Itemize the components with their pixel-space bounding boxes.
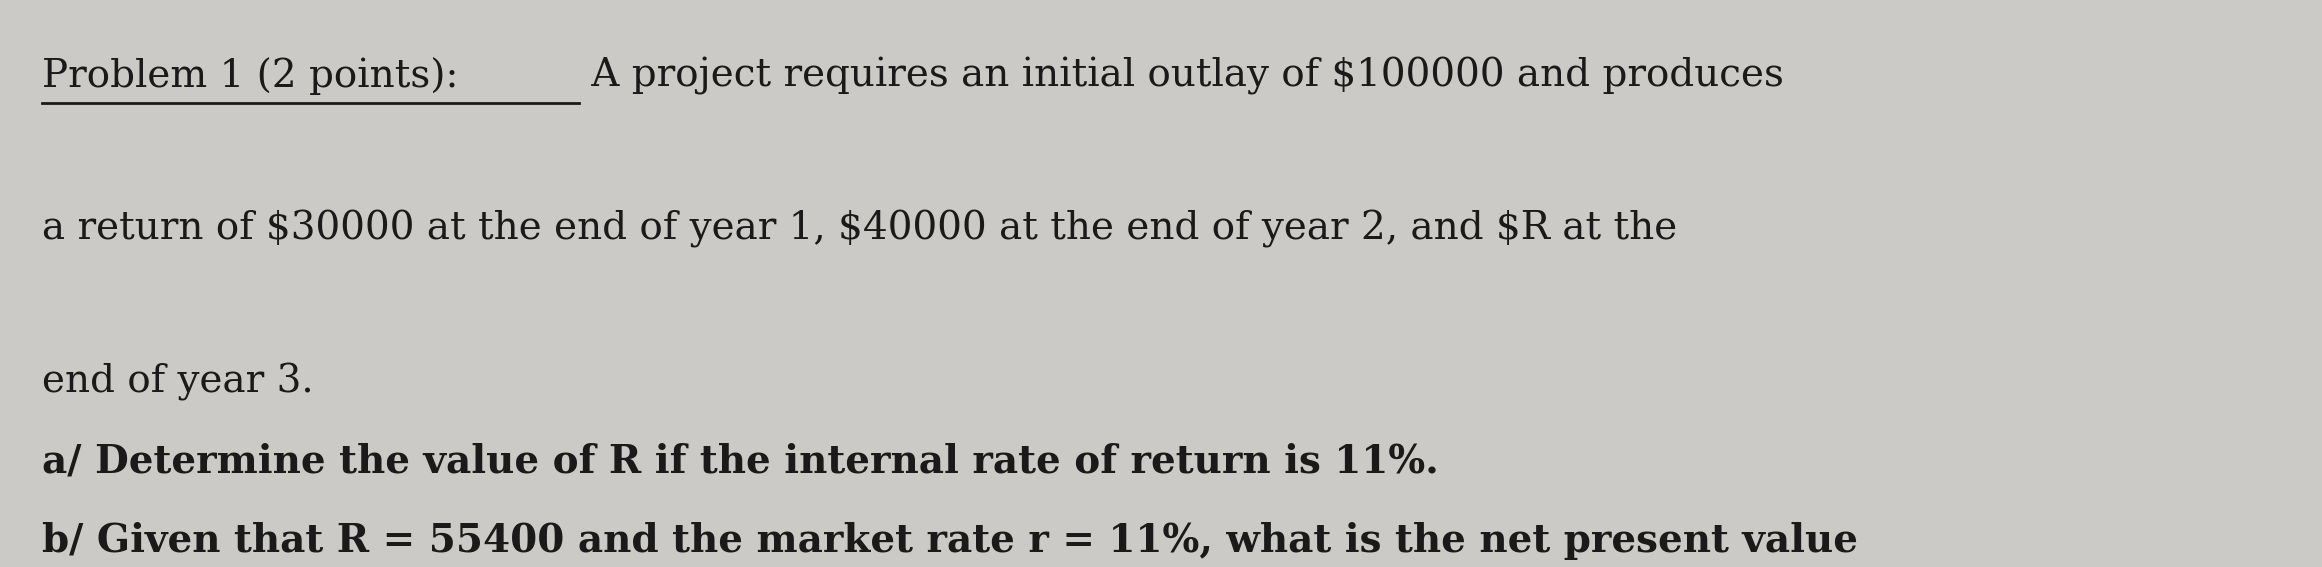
Text: Problem 1 (2 points):: Problem 1 (2 points):: [42, 57, 457, 95]
Text: a/ Determine the value of R if the internal rate of return is 11%.: a/ Determine the value of R if the inter…: [42, 442, 1440, 480]
Text: end of year 3.: end of year 3.: [42, 363, 313, 401]
Text: A project requires an initial outlay of $100000 and produces: A project requires an initial outlay of …: [578, 57, 1783, 95]
Text: b/ Given that R = 55400 and the market rate r = 11%, what is the net present val: b/ Given that R = 55400 and the market r…: [42, 522, 1858, 560]
Text: a return of $30000 at the end of year 1, $40000 at the end of year 2, and $R at : a return of $30000 at the end of year 1,…: [42, 210, 1676, 248]
